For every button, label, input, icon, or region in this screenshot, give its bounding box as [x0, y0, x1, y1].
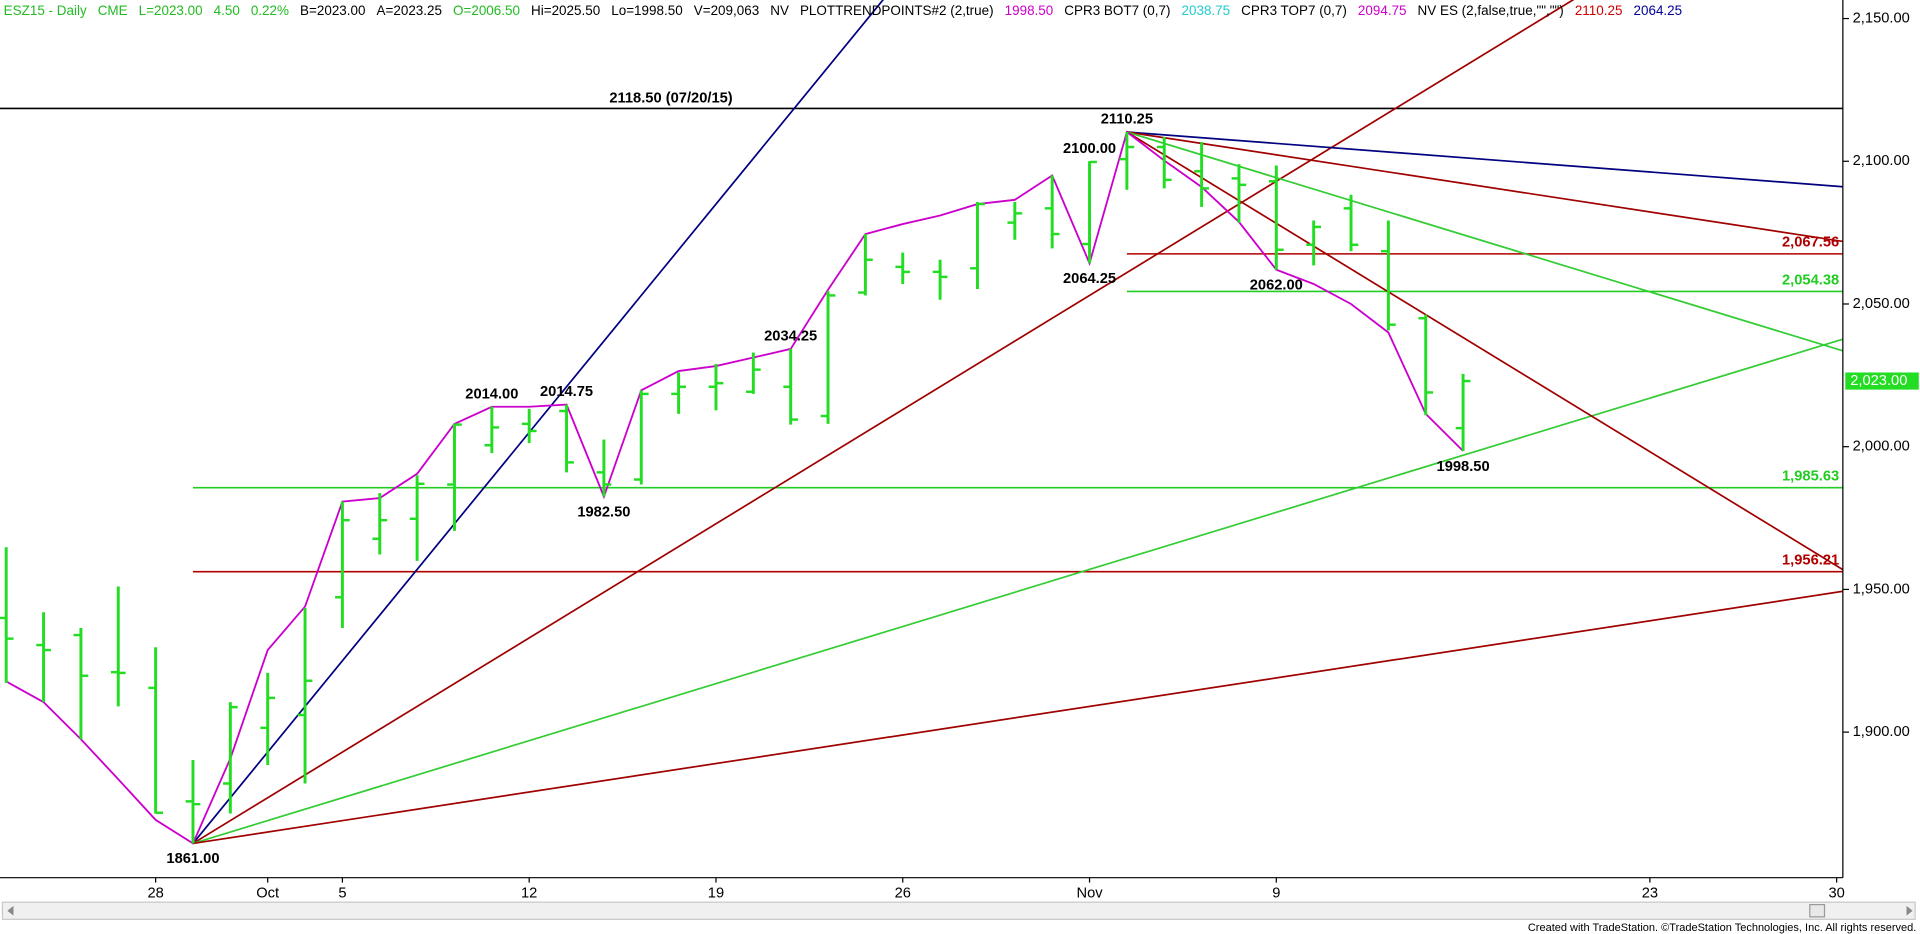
header: ESZ15 - Daily CME L=2023.00 4.50 0.22% B=2023… [4, 3, 1682, 18]
header-item: CPR3 BOT7 (0,7) [1064, 3, 1170, 18]
header-item: CPR3 TOP7 (0,7) [1241, 3, 1347, 18]
fan-line [1126, 131, 1843, 571]
header-item: L=2023.00 [139, 3, 203, 18]
fan-line [192, 0, 885, 844]
header-item: 2064.25 [1634, 3, 1683, 18]
x-tick-label: 30 [1828, 885, 1844, 901]
x-tick-label: 23 [1642, 885, 1658, 901]
x-tick-label: 12 [521, 885, 537, 901]
trend-line [5, 130, 1464, 845]
header-item: Lo=1998.50 [611, 3, 682, 18]
header-item: 2038.75 [1182, 3, 1231, 18]
pivot-label: 2062.00 [1250, 278, 1303, 294]
last-price-box [1845, 372, 1919, 390]
y-tick-label: 2,000.00 [1853, 439, 1910, 455]
header-item: O=2006.50 [453, 3, 520, 18]
fan-line [192, 0, 1575, 845]
level-label: 2,067.56 [1782, 235, 1839, 251]
x-tick-label: 5 [338, 885, 346, 901]
plot-area [0, 0, 1843, 845]
pivot-label: 1982.50 [577, 504, 630, 520]
pivot-label: 1861.00 [166, 851, 219, 867]
header-item: 2110.25 [1575, 3, 1623, 18]
x-tick-label: Oct [256, 885, 279, 901]
x-tick-label: 19 [708, 885, 724, 901]
level-label: 2118.50 (07/20/15) [609, 91, 732, 107]
footer: Created with TradeStation. ©TradeStation… [1528, 922, 1916, 934]
fan-line [1126, 131, 1843, 352]
pivot-label: 2034.25 [764, 329, 817, 345]
pivot-label: 2064.25 [1063, 271, 1116, 287]
scrollbar[interactable] [1, 901, 1916, 920]
y-tick-label: 2,100.00 [1853, 153, 1910, 169]
header-item: Hi=2025.50 [531, 3, 600, 18]
pivot-label: 2014.75 [540, 384, 593, 400]
header-item: PLOTTRENDPOINTS#2 (2,true) [800, 3, 994, 18]
pivot-label: 1998.50 [1437, 459, 1490, 475]
x-tick-label: Nov [1076, 885, 1103, 901]
x-tick-label: 9 [1272, 885, 1280, 901]
last-price-label: 2,023.00 [1850, 373, 1907, 389]
pivot-label: 2100.00 [1063, 141, 1116, 157]
header-item: 4.50 [214, 3, 240, 18]
y-tick-label: 1,900.00 [1853, 724, 1910, 740]
header-item: 1998.50 [1005, 3, 1054, 18]
header-item: NV ES (2,false,true,"","") [1418, 3, 1564, 18]
scroll-right[interactable] [1906, 905, 1913, 916]
pivot-label: 2110.25 [1101, 112, 1153, 128]
fan-line [192, 338, 1843, 845]
header-item: B=2023.00 [300, 3, 365, 18]
x-tick-label: 28 [147, 885, 163, 901]
header-item: NV [770, 3, 789, 18]
fan-line [192, 590, 1843, 845]
x-tick-label: 26 [895, 885, 911, 901]
header-item: A=2023.25 [377, 3, 442, 18]
y-tick-label: 2,050.00 [1853, 296, 1910, 312]
pivot-label: 2014.00 [465, 386, 518, 402]
fan-line [1126, 131, 1843, 188]
level-label: 2,054.38 [1782, 272, 1839, 288]
level-label: 1,985.63 [1782, 469, 1839, 485]
scroll-left[interactable] [7, 905, 14, 916]
header-item: 0.22% [251, 3, 289, 18]
header-item: V=209,063 [694, 3, 759, 18]
y-tick-label: 1,950.00 [1853, 581, 1910, 597]
scroll-thumb[interactable] [1809, 904, 1826, 918]
header-item: 2094.75 [1358, 3, 1407, 18]
header-item: ESZ15 - Daily [4, 3, 87, 18]
fan-line [1126, 131, 1843, 243]
level-label: 1,956.21 [1782, 553, 1839, 569]
scroll-track[interactable] [1, 901, 1916, 920]
header-item: CME [98, 3, 128, 18]
y-tick-label: 2,150.00 [1853, 10, 1910, 26]
